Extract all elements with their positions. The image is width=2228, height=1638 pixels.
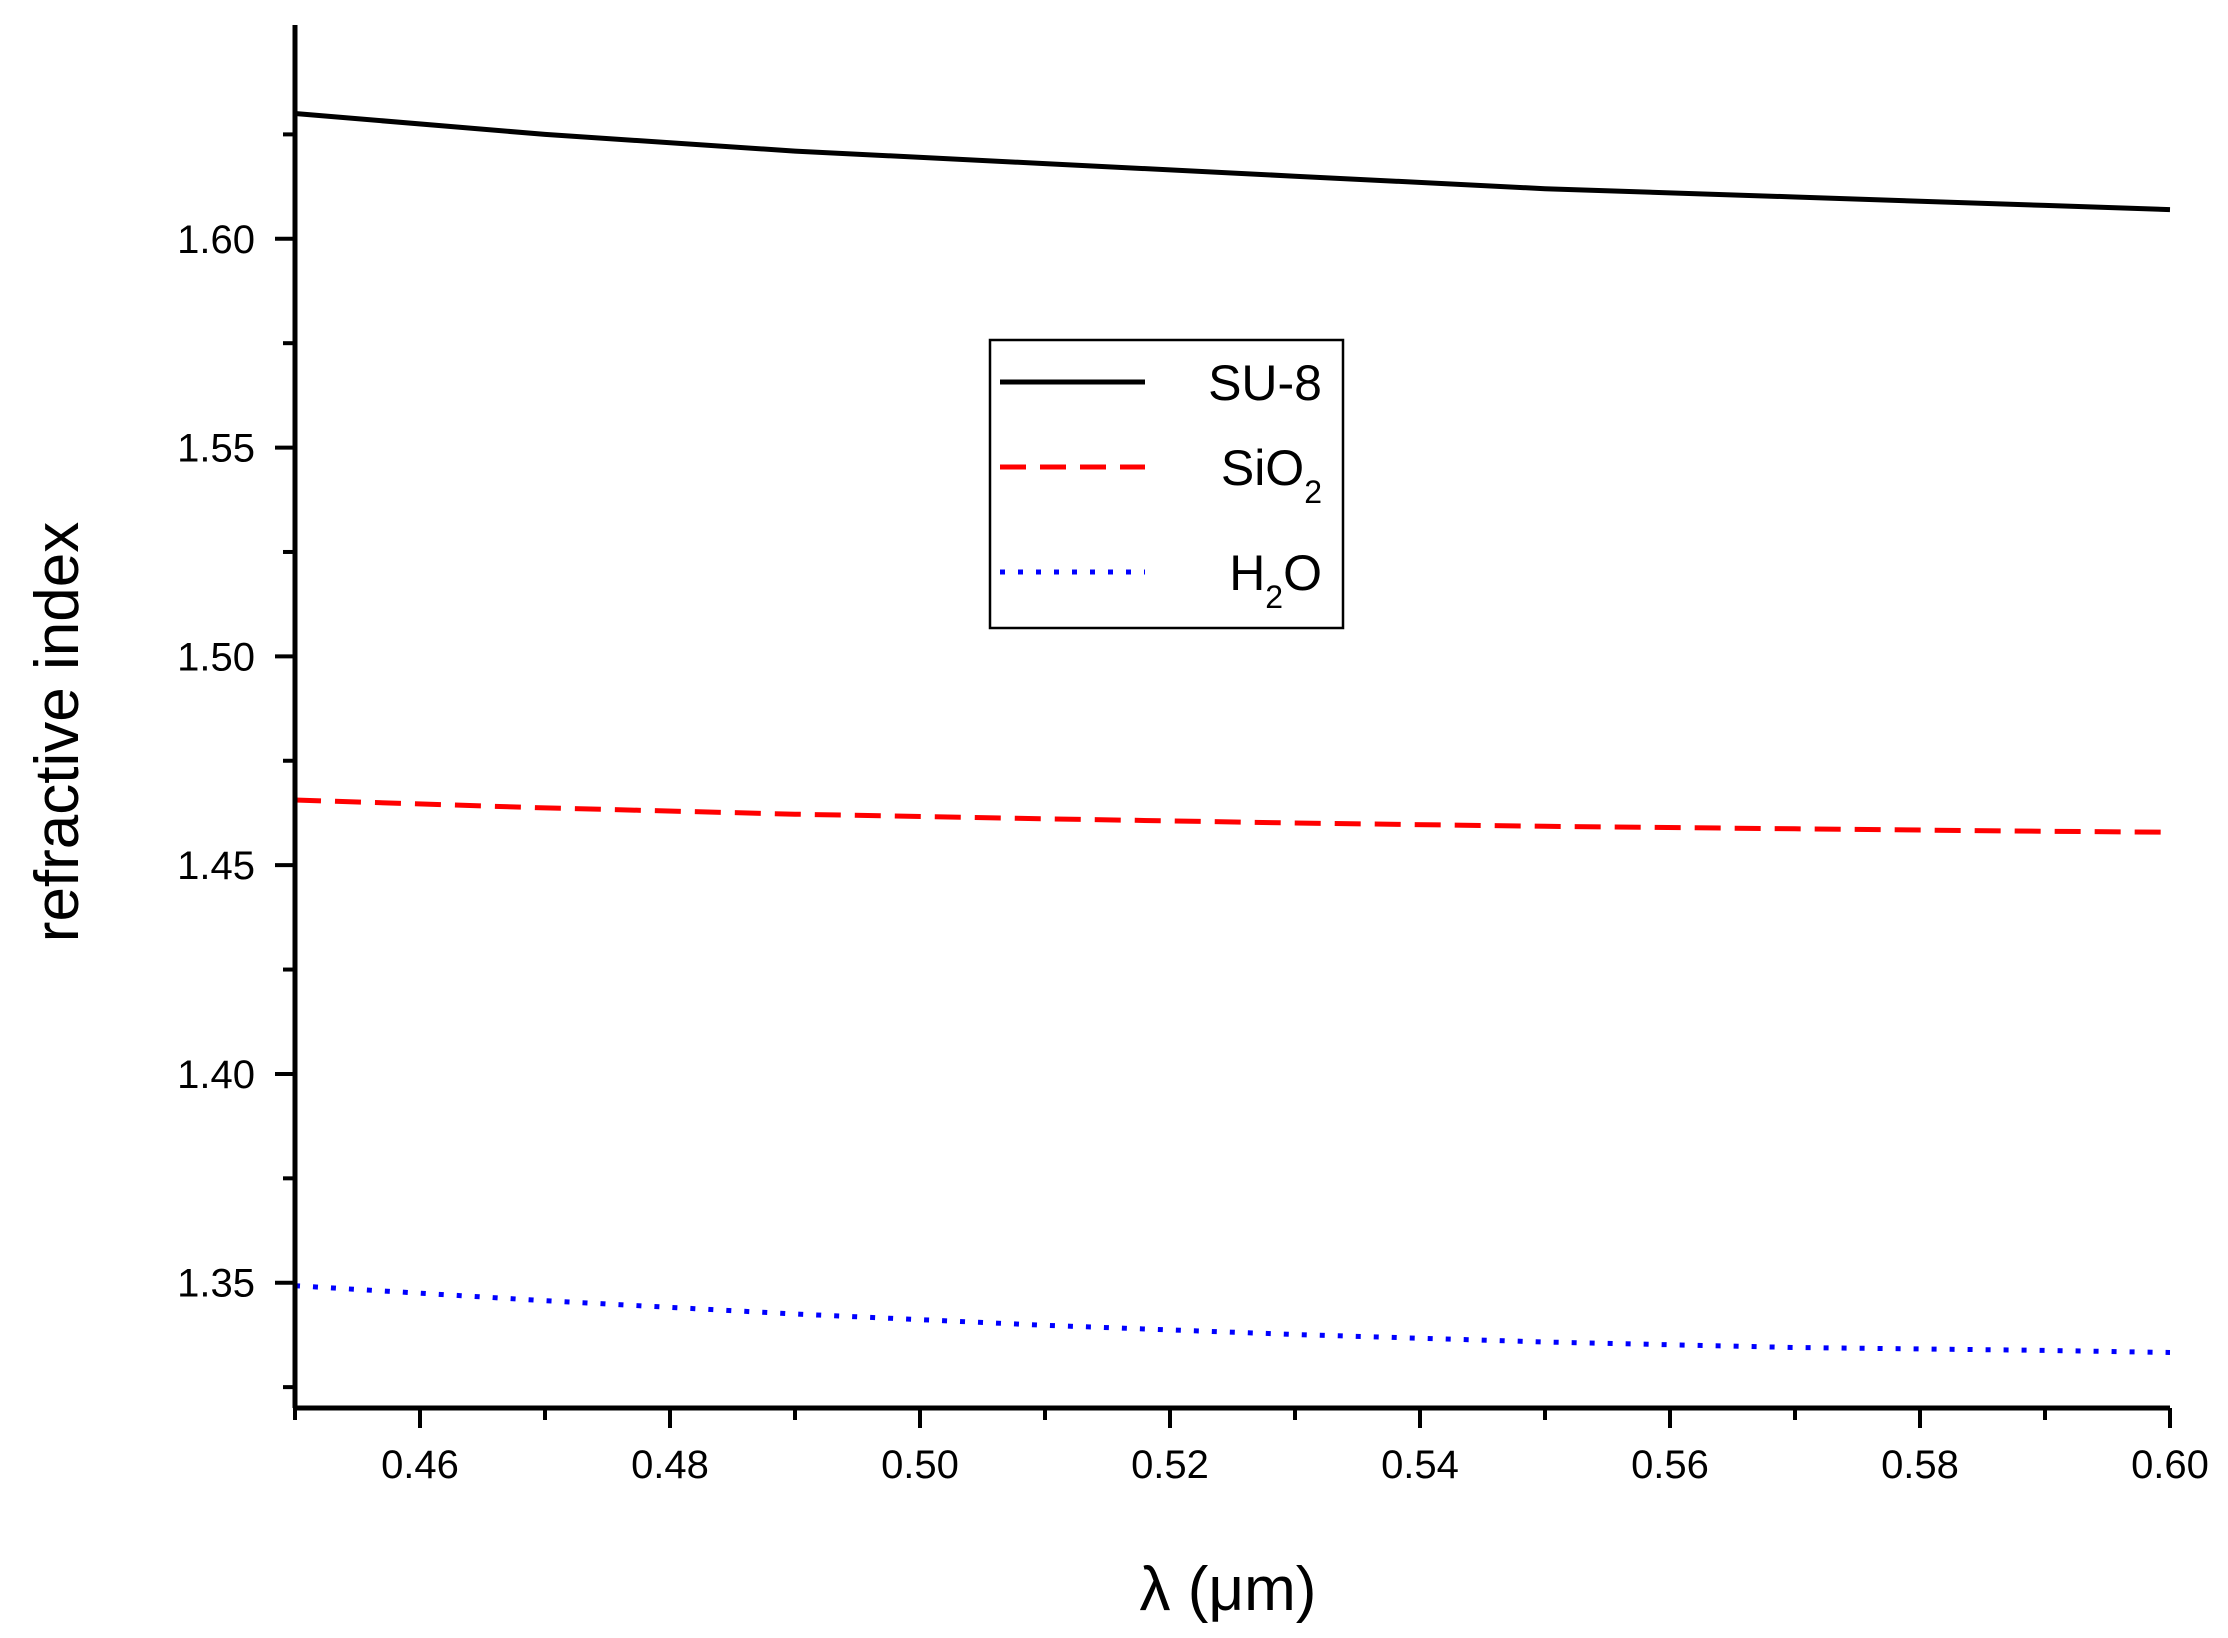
y-axis-title: refractive index — [23, 522, 92, 942]
axes — [292, 25, 2170, 1411]
series-line-sio2 — [294, 797, 2171, 835]
x-tick-label: 0.50 — [881, 1443, 959, 1487]
y-tick-label: 1.55 — [177, 427, 255, 471]
legend-label: H2O — [1229, 545, 1322, 615]
x-axis-title: λ (μm) — [1140, 1555, 1317, 1624]
x-tick-label: 0.60 — [2131, 1443, 2209, 1487]
y-tick-label: 1.40 — [177, 1053, 255, 1097]
x-tick-label: 0.48 — [631, 1443, 709, 1487]
y-tick-label: 1.60 — [177, 218, 255, 262]
y-tick-label: 1.50 — [177, 635, 255, 679]
y-tick-label: 1.35 — [177, 1262, 255, 1306]
y-tick-label: 1.45 — [177, 844, 255, 888]
legend-label: SU-8 — [1208, 355, 1322, 411]
x-tick-label: 0.52 — [1131, 1443, 1209, 1487]
series-line-h2o — [294, 1283, 2171, 1355]
legend-box — [988, 338, 1345, 630]
legend-label: SiO2 — [1221, 440, 1322, 510]
plot-area — [294, 111, 2171, 1355]
x-tick-label: 0.56 — [1631, 1443, 1709, 1487]
legend: SU-8 SiO2 H2O — [988, 338, 1345, 630]
series-line-su-8 — [294, 111, 2171, 213]
x-tick-label: 0.46 — [381, 1443, 459, 1487]
x-tick-label: 0.58 — [1881, 1443, 1959, 1487]
ticks: 0.46 0.48 0.50 0.52 0.54 0.56 0.58 0.60 1.35 1.40… — [177, 132, 2209, 1487]
x-tick-label: 0.54 — [1381, 1443, 1459, 1487]
